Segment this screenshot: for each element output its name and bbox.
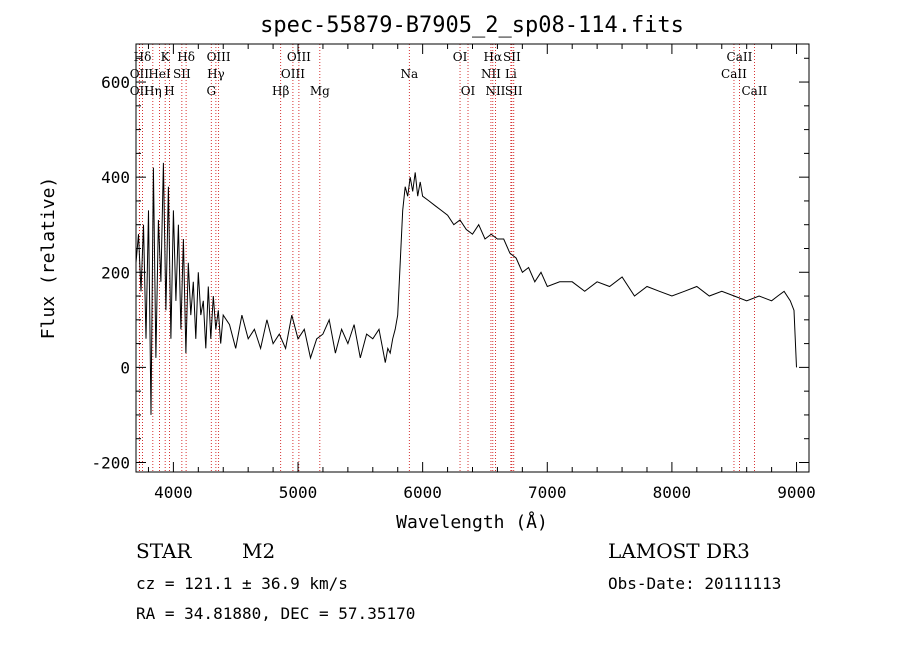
marker-label: SII xyxy=(173,67,191,81)
marker-label: OIII xyxy=(281,67,305,81)
x-tick-label: 9000 xyxy=(777,483,816,502)
marker-label: OI xyxy=(461,84,476,98)
marker-label: Hδ xyxy=(177,50,195,64)
marker-label: CaII xyxy=(727,50,753,64)
y-tick-label: 0 xyxy=(120,358,130,377)
chart-title: spec-55879-B7905_2_sp08-114.fits xyxy=(260,13,684,38)
x-axis-label: Wavelength (Å) xyxy=(396,511,548,533)
marker-label: Hη xyxy=(144,84,162,98)
y-axis-label: Flux (relative) xyxy=(38,177,59,340)
x-tick-label: 7000 xyxy=(528,483,567,502)
marker-label: OI xyxy=(453,50,468,64)
marker-label: G xyxy=(206,84,216,98)
marker-label: Na xyxy=(400,67,418,81)
marker-label: HeI xyxy=(148,67,171,81)
marker-label: CaII xyxy=(741,84,767,98)
marker-label: NII xyxy=(485,84,505,98)
redshift-value: cz = 121.1 ± 36.9 km/s xyxy=(136,574,348,593)
x-tick-label: 5000 xyxy=(279,483,318,502)
flux-series-line xyxy=(135,162,797,415)
x-axis-ticks: 4000 5000 6000 7000 8000 9000 xyxy=(147,44,816,502)
marker-label: SII xyxy=(503,50,521,64)
marker-label: Mg xyxy=(310,84,330,98)
marker-label: Li xyxy=(505,67,517,81)
marker-lines-group xyxy=(138,44,755,472)
marker-label: OIII xyxy=(207,50,231,64)
marker-label: OIII xyxy=(287,50,311,64)
y-tick-label: -200 xyxy=(91,453,130,472)
observation-date: Obs-Date: 20111113 xyxy=(608,574,781,593)
x-tick-label: 8000 xyxy=(653,483,692,502)
marker-label: NII xyxy=(481,67,501,81)
coordinates: RA = 34.81880, DEC = 57.35170 xyxy=(136,604,415,623)
marker-label: Hβ xyxy=(272,84,289,98)
marker-label: Hδ xyxy=(134,50,152,64)
y-axis-ticks: -200 0 200 400 600 xyxy=(91,57,809,472)
marker-label: OII xyxy=(130,67,150,81)
plot-frame xyxy=(135,43,810,473)
survey-name: LAMOST DR3 xyxy=(608,539,750,563)
marker-label: Hα xyxy=(484,50,503,64)
y-tick-label: 200 xyxy=(101,263,130,282)
marker-label: Hγ xyxy=(207,67,225,81)
marker-label: SII xyxy=(505,84,523,98)
object-subclass: M2 xyxy=(242,539,275,563)
object-class: STAR xyxy=(136,539,192,563)
y-tick-label: 400 xyxy=(101,168,130,187)
x-tick-label: 4000 xyxy=(154,483,193,502)
x-tick-label: 6000 xyxy=(403,483,442,502)
marker-label: OII xyxy=(130,84,150,98)
marker-label: CaII xyxy=(721,67,747,81)
marker-label: K xyxy=(161,50,171,64)
marker-label: H xyxy=(164,84,174,98)
y-tick-label: 600 xyxy=(101,73,130,92)
